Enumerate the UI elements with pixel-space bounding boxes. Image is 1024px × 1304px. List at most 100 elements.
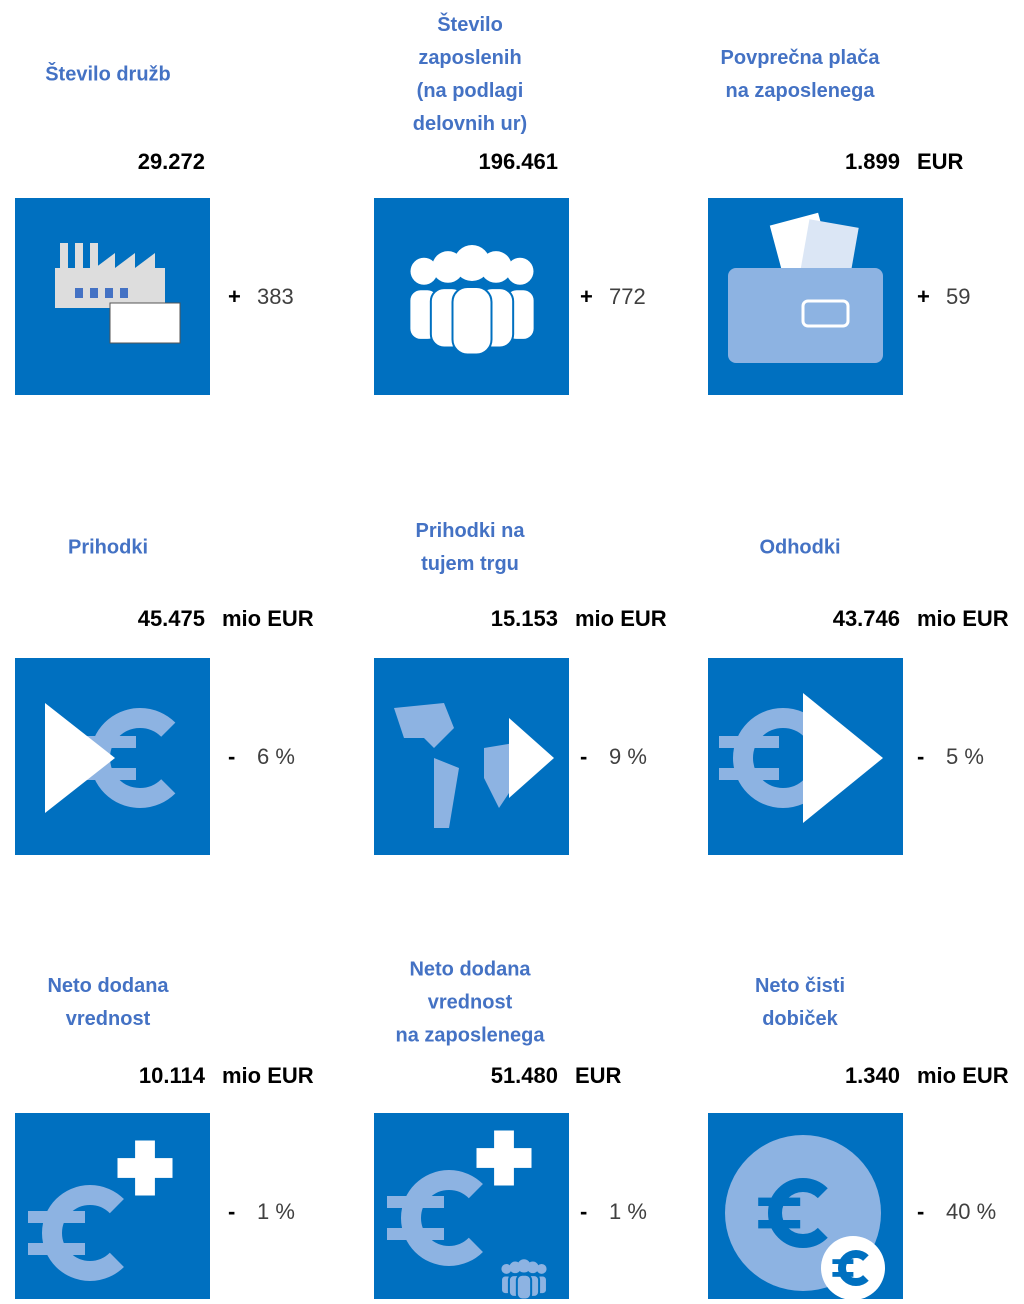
change-amount: 6 % [257,744,295,769]
item-unit: mio EUR [222,1063,314,1088]
item-title: na zaposlenega [396,1024,546,1046]
change-sign: - [917,744,924,769]
euro-arc [401,1170,483,1266]
item-title: (na podlagi [417,80,524,102]
coin-small [821,1236,885,1300]
item-title: zaposlenih [418,47,521,69]
euro-arc [42,1185,124,1281]
item-value: 45.475 [138,606,205,631]
item-title: Število [437,12,503,36]
icon [374,658,569,855]
item-value: 29.272 [138,149,205,174]
change-sign: + [917,284,930,309]
person-head [501,1263,512,1274]
person-head [536,1263,547,1274]
change-amount: 1 % [257,1199,295,1224]
icon [374,1113,569,1304]
person-body [515,1273,533,1301]
change-amount: 1 % [609,1199,647,1224]
change-amount: 59 [946,284,970,309]
arrow [45,703,115,813]
wallet [728,268,883,363]
arrow [803,693,883,823]
item-value: 15.153 [491,606,558,631]
euro-bar [719,768,779,780]
window [105,288,113,298]
change-amount: 40 % [946,1199,996,1224]
item-title: vrednost [66,1008,151,1030]
change-amount: 383 [257,284,294,309]
window [75,288,83,298]
item-unit: mio EUR [575,606,667,631]
item-title: Prihodki na [416,520,526,542]
item-value: 51.480 [491,1063,558,1088]
item-title: delovnih ur) [413,113,527,135]
item-title: Povprečna plača [721,47,881,69]
change-sign: + [580,284,593,309]
item-title: Neto čisti [755,975,845,997]
item-title: na zaposlenega [726,80,876,102]
item-title: Število družb [45,61,171,85]
euro-bar [28,1243,85,1255]
item-title: Neto dodana [409,958,531,980]
item-title: Neto dodana [47,975,169,997]
item-title: vrednost [428,991,513,1013]
factory2 [109,302,181,344]
person-head [454,245,490,281]
change-amount: 5 % [946,744,984,769]
euro-bar [832,1272,854,1277]
icon [15,658,210,855]
item-title: Odhodki [759,536,840,558]
euro-bar [758,1220,801,1229]
euro-arc [733,708,819,808]
clasp [801,299,850,328]
change-amount: 772 [609,284,646,309]
change-sign: + [228,284,241,309]
roof [95,253,155,268]
plus [476,1148,532,1168]
window [120,288,128,298]
item-value: 43.746 [833,606,900,631]
item-value: 1.899 [845,149,900,174]
person-body [451,286,493,356]
chimney [90,243,98,273]
change-sign: - [917,1199,924,1224]
item-unit: mio EUR [222,606,314,631]
icon [374,198,569,395]
euro-bar [387,1228,444,1240]
item-unit: EUR [917,149,964,174]
item-value: 1.340 [845,1063,900,1088]
item-value: 10.114 [139,1063,206,1088]
item-unit: EUR [575,1063,622,1088]
person-head [517,1259,531,1273]
euro-bar [28,1211,85,1223]
change-sign: - [580,744,587,769]
item-value: 196.461 [478,149,558,174]
icon [708,1113,903,1304]
item-unit: mio EUR [917,1063,1009,1088]
chimney [75,243,83,273]
euro-arc [768,1178,828,1248]
euro-arc [838,1250,869,1286]
item-unit: mio EUR [917,606,1009,631]
euro-bar [758,1197,801,1206]
plus [117,1158,173,1178]
euro-bar [719,736,779,748]
change-sign: - [580,1199,587,1224]
arrow [509,718,554,798]
person-head [506,257,534,285]
icon [708,658,903,855]
euro-bar [832,1259,854,1264]
item-title: dobiček [762,1008,838,1030]
chimney [60,243,68,273]
change-amount: 9 % [609,744,647,769]
item-title: Prihodki [68,536,148,558]
euro-bar [387,1196,444,1208]
person-head [410,257,438,285]
world [394,703,519,828]
icon [15,198,210,395]
icon [15,1113,210,1304]
window [90,288,98,298]
